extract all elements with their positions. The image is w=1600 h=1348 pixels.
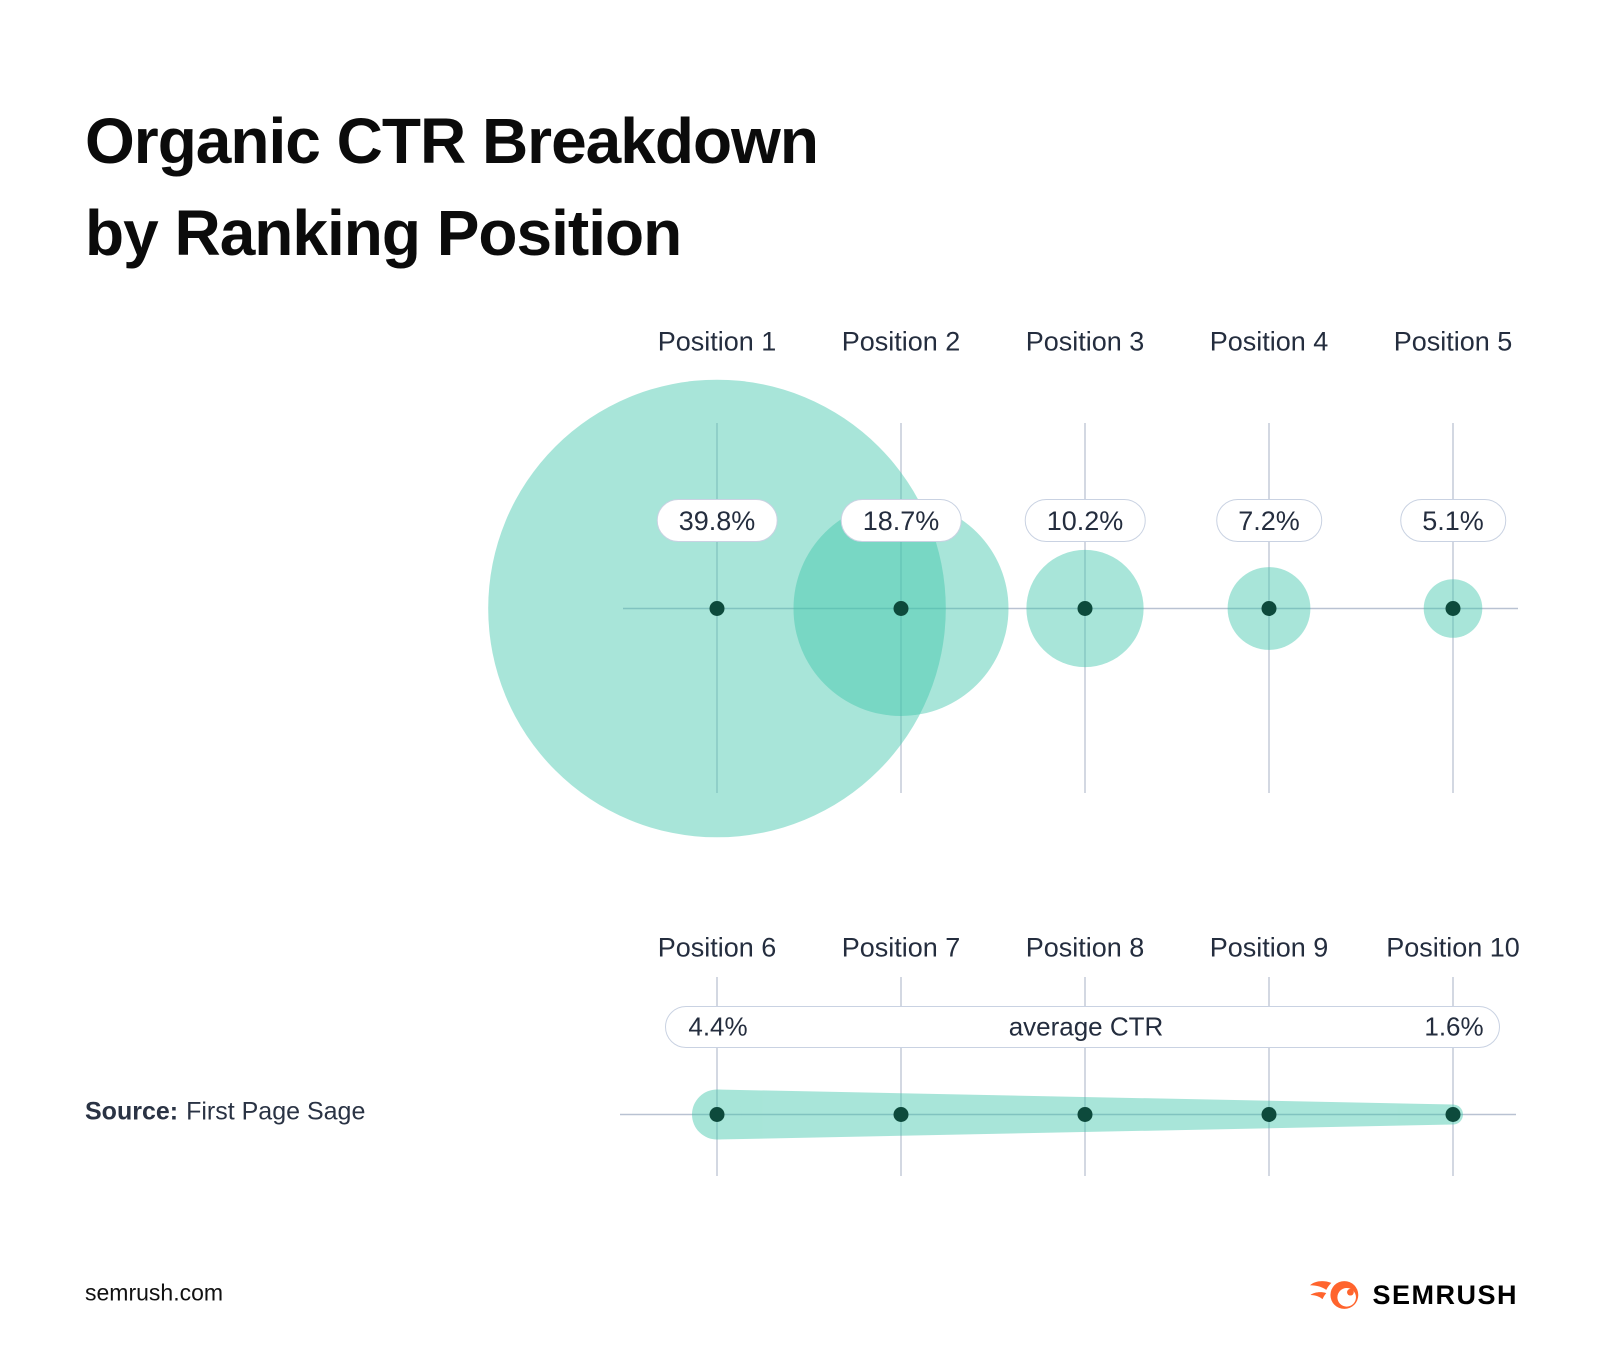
position-label: Position 4 — [1209, 326, 1329, 357]
page-title: Organic CTR Breakdown by Ranking Position — [85, 95, 819, 279]
semrush-flame-icon — [1310, 1281, 1359, 1309]
ctr-value-pill: 39.8% — [656, 499, 778, 542]
position-label: Position 9 — [1209, 932, 1329, 963]
website-url: semrush.com — [85, 1279, 224, 1306]
data-point-dot — [709, 1107, 725, 1122]
average-ctr-start-value: 4.4% — [688, 1011, 748, 1042]
average-ctr-end-value: 1.6% — [1424, 1011, 1484, 1042]
ctr-value-pill: 5.1% — [1400, 499, 1506, 542]
source-label: Source: — [85, 1097, 179, 1126]
data-point-dot — [1077, 601, 1093, 616]
average-ctr-label: average CTR — [1008, 1011, 1164, 1042]
ctr-value-pill: 10.2% — [1024, 499, 1146, 542]
semrush-wordmark: SEMRUSH — [1372, 1279, 1518, 1310]
position-label: Position 10 — [1386, 932, 1520, 963]
position-label: Position 3 — [1025, 326, 1145, 357]
data-point-dot — [709, 601, 725, 616]
data-point-dot — [1261, 601, 1277, 616]
data-point-dot — [893, 1107, 909, 1122]
data-point-dot — [1077, 1107, 1093, 1122]
semrush-logo: SEMRUSH — [1310, 1278, 1518, 1312]
position-label: Position 5 — [1393, 326, 1513, 357]
position-label: Position 1 — [657, 326, 777, 357]
source-note: Source: First Page Sage — [85, 1098, 365, 1127]
source-value: First Page Sage — [186, 1097, 366, 1126]
ctr-value-pill: 7.2% — [1216, 499, 1322, 542]
data-point-dot — [1445, 1107, 1461, 1122]
position-label: Position 8 — [1025, 932, 1145, 963]
data-point-dot — [1261, 1107, 1277, 1122]
position-label: Position 6 — [657, 932, 777, 963]
position-label: Position 2 — [841, 326, 961, 357]
title-line-1: Organic CTR Breakdown — [85, 104, 819, 177]
data-point-dot — [1445, 601, 1461, 616]
ctr-value-pill: 18.7% — [840, 499, 962, 542]
average-ctr-pill: 4.4% average CTR 1.6% — [665, 1006, 1500, 1048]
position-label: Position 7 — [841, 932, 961, 963]
title-line-2: by Ranking Position — [85, 196, 682, 269]
data-point-dot — [893, 601, 909, 616]
